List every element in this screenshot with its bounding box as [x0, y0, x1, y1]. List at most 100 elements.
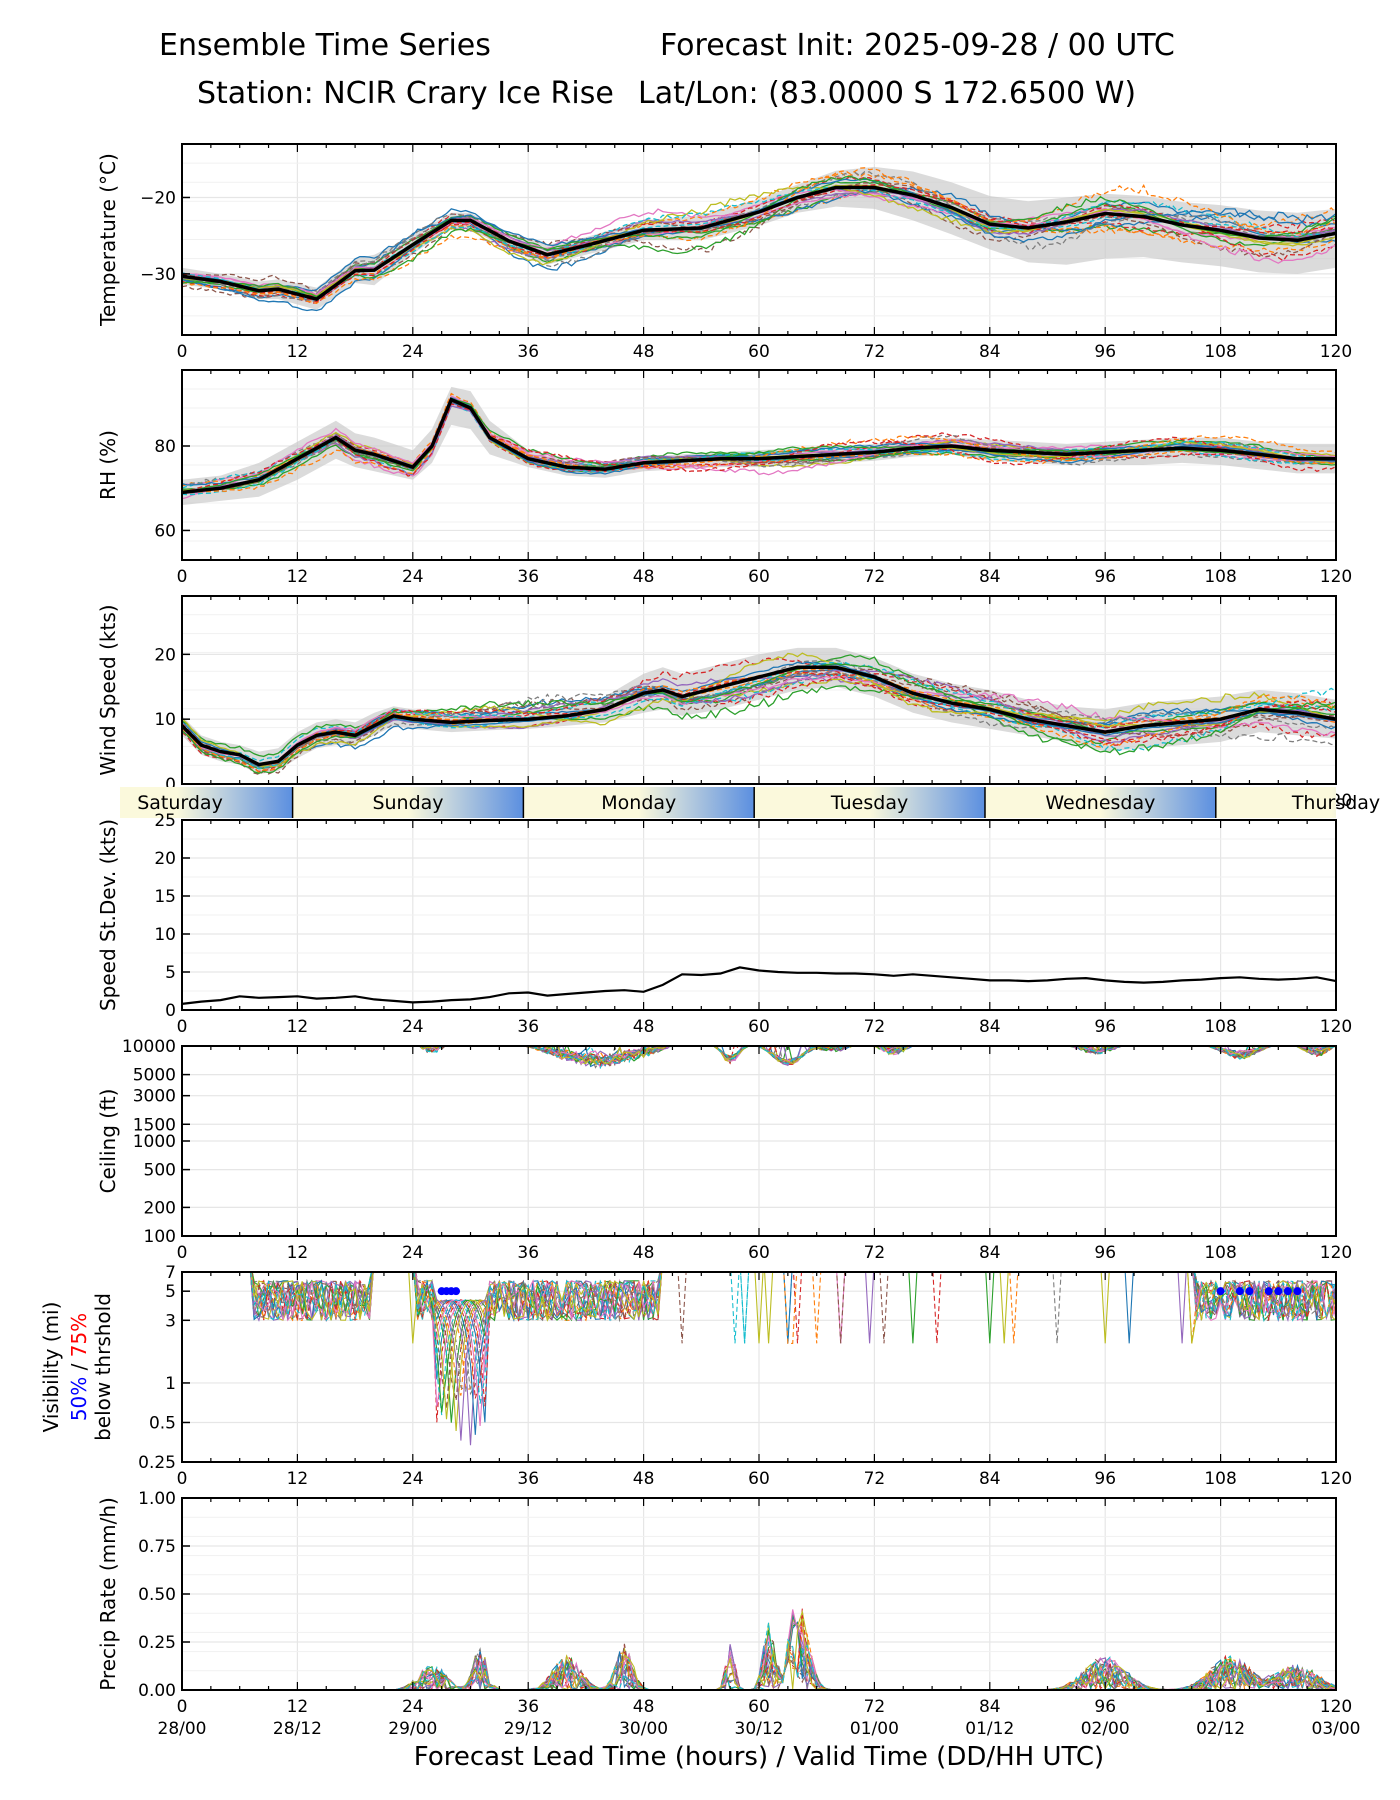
visibility-member-line: [250, 1272, 1336, 1390]
valid-time-label: 28/00: [158, 1719, 207, 1739]
visibility-label-75pct: 75%: [67, 1313, 91, 1357]
x-tick-label: 108: [1204, 1469, 1236, 1489]
day-label-wednesday: Wednesday: [1045, 792, 1155, 814]
x-tick-label: 60: [748, 567, 770, 587]
day-band: Saturday Sunday Monday Tuesday Wednesday Thur…: [120, 787, 1380, 818]
x-tick-label: 24: [402, 1697, 424, 1717]
y-tick-label: 0.50: [138, 1585, 176, 1605]
x-tick-label: 60: [748, 1017, 770, 1037]
ceiling-member-line: [433, 1046, 1336, 1065]
y-axis-label: Wind Speed (kts): [96, 604, 120, 775]
x-tick-label: 48: [633, 1017, 655, 1037]
visibility-member-line: [250, 1272, 1336, 1427]
x-tick-label: 96: [1094, 1469, 1116, 1489]
below-threshold-50pct-marker: [1283, 1287, 1292, 1296]
x-tick-label: 48: [633, 567, 655, 587]
valid-time-label: 28/12: [273, 1719, 322, 1739]
day-label-thursday: Thursday: [1291, 792, 1380, 814]
y-tick-label: 10: [154, 925, 176, 945]
day-segment: [984, 787, 1216, 818]
y-tick-label: 10: [154, 710, 176, 730]
y-tick-label: 10000: [122, 1037, 176, 1057]
x-tick-label: 108: [1204, 1243, 1236, 1263]
valid-time-label: 29/00: [388, 1719, 437, 1739]
visibility-member-line: [249, 1272, 1336, 1441]
valid-time-label: 29/12: [504, 1719, 553, 1739]
ensemble-member-line: [182, 185, 1336, 302]
y-axis-label: RH (%): [96, 430, 120, 500]
y-tick-label: 0.25: [138, 1633, 176, 1653]
x-tick-label: 0: [177, 1469, 188, 1489]
y-axis-label: Speed St.Dev. (kts): [96, 819, 120, 1011]
x-tick-label: 108: [1204, 1017, 1236, 1037]
y-tick-label: 20: [154, 645, 176, 665]
x-tick-label: 84: [979, 1243, 1001, 1263]
y-tick-label: 3000: [133, 1087, 176, 1107]
y-tick-label: 100: [144, 1227, 176, 1247]
panel-precip_rate: 1.00 0.75 0.50 0.25 0.000 12 24 36 48 60 72 84 96 108…: [96, 1489, 1361, 1739]
x-tick-label: 108: [1204, 342, 1236, 362]
day-segment: [523, 787, 755, 818]
x-tick-label: 84: [979, 1017, 1001, 1037]
below-threshold-50pct-marker: [1274, 1287, 1283, 1296]
y-tick-label: 0: [165, 1001, 176, 1021]
x-tick-label: 12: [287, 1017, 309, 1037]
y-tick-label: 60: [154, 521, 176, 541]
x-tick-label: 48: [633, 1469, 655, 1489]
valid-time-label: 01/12: [965, 1719, 1014, 1739]
y-tick-label: 0.00: [138, 1681, 176, 1701]
panel-relative_humidity: 80 60 0 12 24 36 48 60 72 84 96 108 120 RH (%): [96, 369, 1352, 587]
day-segment: [292, 787, 524, 818]
day-label-monday: Monday: [601, 792, 676, 814]
panel-visibility: 75 3 1 0.5 0.250 12 24 36 48 60 72 84 96 108 120 Visibi…: [39, 1263, 1352, 1489]
precip-member-line: [182, 1622, 1336, 1690]
forecast-init-label: Forecast Init: 2025-09-28 / 00 UTC: [660, 28, 1175, 63]
x-tick-label: 96: [1094, 1243, 1116, 1263]
y-tick-label: 1: [165, 1374, 176, 1394]
y-tick-label: 0.5: [149, 1413, 176, 1433]
valid-time-label: 30/12: [735, 1719, 784, 1739]
y-tick-label: 80: [154, 437, 176, 457]
ensemble-member-line: [182, 661, 1336, 766]
x-tick-label: 72: [864, 1469, 886, 1489]
panel-temperature: −20 −30 0 12 24 36 48 60 72 84 96 108 120 Temperature…: [96, 143, 1352, 362]
valid-time-label: 02/12: [1196, 1719, 1245, 1739]
valid-time-label: 02/00: [1081, 1719, 1130, 1739]
y-tick-label: 0: [165, 775, 176, 795]
x-tick-label: 24: [402, 1469, 424, 1489]
chart-title: Ensemble Time Series: [159, 28, 491, 63]
y-axis-label: Temperature (°C): [96, 153, 120, 327]
x-tick-label: 24: [402, 1017, 424, 1037]
speed-stdev-line: [181, 966, 1337, 1005]
ensemble-member-line: [182, 671, 1336, 765]
x-tick-label: 48: [633, 342, 655, 362]
below-threshold-50pct-marker: [1245, 1287, 1254, 1296]
y-tick-label: 200: [144, 1198, 176, 1218]
x-tick-label: 96: [1094, 1697, 1116, 1717]
precip-member-line: [182, 1640, 1336, 1690]
x-tick-label: 24: [402, 342, 424, 362]
x-tick-label: 72: [864, 1017, 886, 1037]
precip-member-line: [182, 1618, 1336, 1690]
x-tick-label: 12: [287, 342, 309, 362]
ensemble-mean-line: [182, 665, 1336, 767]
ensemble-member-line: [182, 181, 1336, 299]
y-axis-label: Ceiling (ft): [96, 1089, 120, 1194]
ensemble-member-line: [182, 669, 1336, 766]
x-tick-label: 0: [177, 1017, 188, 1037]
visibility-member-line: [251, 1272, 1336, 1413]
x-tick-label: 96: [1094, 342, 1116, 362]
x-tick-label: 72: [864, 567, 886, 587]
spread-band: [182, 386, 1336, 506]
y-tick-label: 15: [154, 887, 176, 907]
visibility-label-slash: /: [67, 1357, 91, 1376]
valid-time-label: 30/00: [619, 1719, 668, 1739]
x-tick-label: 96: [1094, 1017, 1116, 1037]
day-segment: [1215, 787, 1336, 818]
x-tick-label: 108: [1204, 1697, 1236, 1717]
x-tick-label: 0: [177, 342, 188, 362]
x-tick-label: 60: [748, 1697, 770, 1717]
spread-band: [182, 166, 1336, 310]
ceiling-member-line: [419, 1046, 1336, 1065]
